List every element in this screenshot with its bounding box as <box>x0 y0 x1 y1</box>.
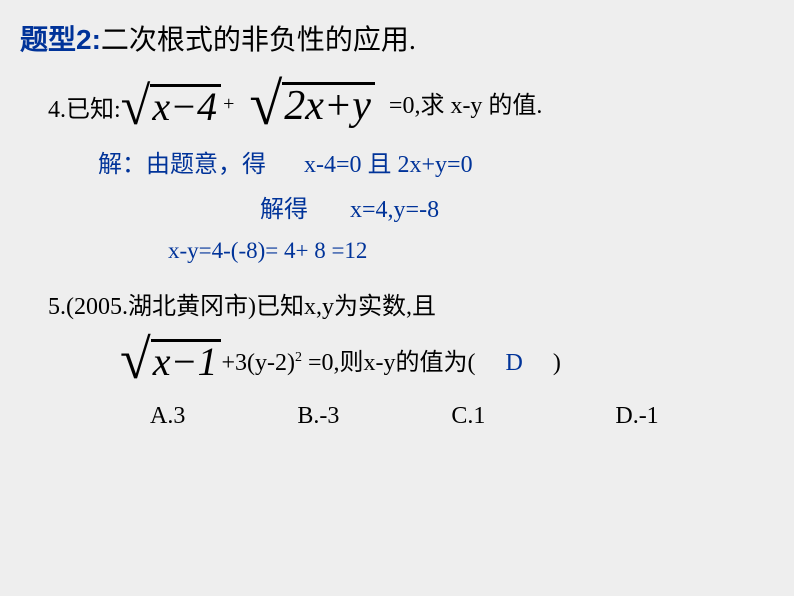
question-5-equation: √ x−1 +3(y-2)2 =0,则x-y的值为( D ) <box>120 329 774 385</box>
solution-line-2: 解得 x=4,y=-8 <box>260 189 774 224</box>
choice-c: C.1 <box>451 403 485 430</box>
q5-rest-c: ) <box>553 350 561 376</box>
work2-a: 解得 <box>260 197 308 223</box>
sqrt-expression-1: √ x−4 <box>121 84 221 130</box>
answer-choices: A.3 B.-3 C.1 D.-1 <box>150 403 774 430</box>
section-title: 题型2:二次根式的非负性的应用. <box>20 18 774 58</box>
sqrt-expression-2: √ 2x+y <box>249 79 375 130</box>
q5-rest: +3(y-2)2 =0,则x-y的值为( D ) <box>221 342 560 377</box>
radical-icon: √ <box>249 79 282 130</box>
exponent: 2 <box>295 350 302 365</box>
q4-label: 4.已知: <box>48 89 121 124</box>
radical-icon: √ <box>121 84 151 130</box>
q5-rest-a: +3(y-2) <box>221 350 295 376</box>
q5-rest-b: =0,则x-y的值为( <box>302 350 476 376</box>
answer-letter: D <box>506 350 523 376</box>
title-number: 2: <box>76 24 101 55</box>
title-rest: 二次根式的非负性的应用. <box>101 25 416 56</box>
sqrt2-inner: 2x+y <box>282 82 375 127</box>
choice-d: D.-1 <box>615 403 658 430</box>
title-prefix: 题型 <box>20 24 76 55</box>
sqrt3-inner: x−1 <box>151 339 222 382</box>
sqrt-expression-3: √ x−1 <box>120 337 221 385</box>
question-5-label: 5.(2005.湖北黄冈市)已知x,y为实数,且 <box>48 286 774 321</box>
work1-b: x-4=0 且 2x+y=0 <box>304 152 473 178</box>
sqrt1-inner: x−4 <box>150 84 221 127</box>
solution-line-1: 解：由题意，得 x-4=0 且 2x+y=0 <box>98 144 774 179</box>
work2-b: x=4,y=-8 <box>350 197 439 223</box>
choice-b: B.-3 <box>297 403 339 430</box>
work1-a: 解：由题意，得 <box>98 152 266 178</box>
choice-a: A.3 <box>150 403 185 430</box>
radical-icon: √ <box>120 337 151 385</box>
question-4: 4.已知: √ x−4 + √ 2x+y =0,求 x-y 的值. <box>48 70 774 130</box>
plus-sign: + <box>223 93 234 116</box>
solution-line-3: x-y=4-(-8)= 4+ 8 =12 <box>168 238 774 264</box>
q4-equation-end: =0,求 x-y 的值. <box>389 85 543 120</box>
